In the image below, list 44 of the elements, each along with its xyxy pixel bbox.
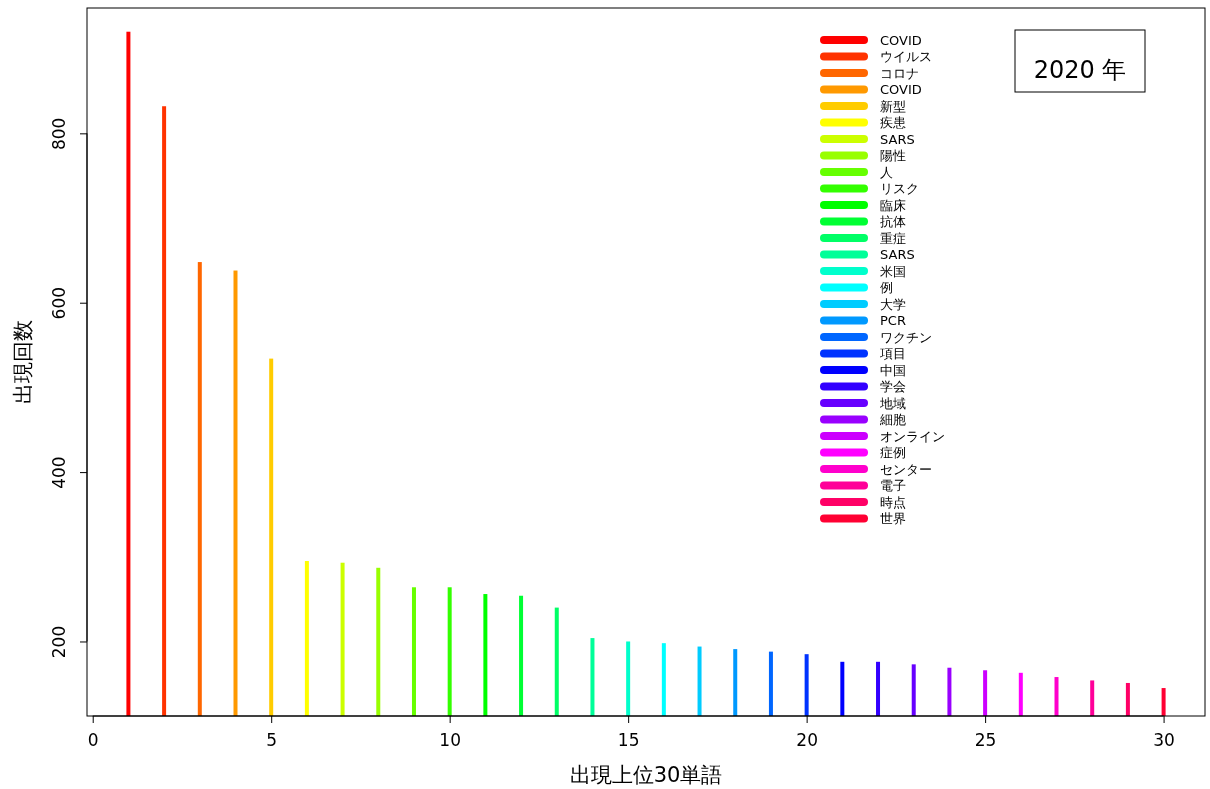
- legend-label: PCR: [880, 313, 906, 329]
- legend-label: センター: [880, 461, 932, 477]
- y-axis-title: 出現回数: [11, 320, 35, 404]
- y-tick-label: 800: [49, 117, 69, 151]
- x-axis-title: 出現上位30単語: [569, 763, 723, 787]
- legend-label: 地域: [879, 395, 906, 411]
- legend-label: 項目: [879, 346, 906, 362]
- x-tick-label: 5: [266, 730, 278, 751]
- y-tick-label: 200: [49, 625, 69, 659]
- legend-label: コロナ: [880, 65, 919, 81]
- legend-label: リスク: [880, 181, 919, 197]
- legend-label: 学会: [880, 379, 906, 395]
- legend-label: 重症: [880, 230, 906, 246]
- x-tick-label: 10: [439, 730, 461, 751]
- x-tick-label: 15: [617, 730, 640, 751]
- legend-label: COVID: [880, 32, 922, 48]
- legend-label: 抗体: [880, 214, 906, 230]
- legend-label: 臨床: [880, 197, 906, 213]
- legend-label: 大学: [880, 296, 906, 312]
- legend-label: 電子: [880, 478, 906, 494]
- y-tick-label: 400: [49, 456, 69, 489]
- legend-label: 時点: [880, 494, 906, 510]
- legend-label: オンライン: [880, 428, 945, 444]
- legend-label: 新型: [880, 98, 906, 114]
- legend-label: SARS: [880, 247, 915, 263]
- legend-label: ワクチン: [880, 329, 932, 345]
- y-tick-label: 600: [49, 286, 69, 320]
- legend-label: 細胞: [879, 412, 906, 428]
- annotation: 2020 年: [1033, 56, 1127, 84]
- legend-label: 陽性: [880, 148, 906, 164]
- x-tick-label: 30: [1153, 730, 1175, 751]
- legend-label: 疾患: [880, 115, 906, 131]
- legend-label: 人: [880, 164, 893, 180]
- legend-label: 世界: [880, 511, 906, 527]
- legend-label: ウイルス: [880, 49, 932, 65]
- legend-label: 症例: [880, 445, 906, 461]
- x-tick-label: 0: [87, 730, 99, 751]
- legend-label: 中国: [880, 362, 906, 378]
- legend-label: 例: [880, 280, 893, 296]
- x-tick-label: 25: [974, 730, 997, 751]
- legend-label: SARS: [880, 131, 915, 147]
- legend-label: 米国: [880, 263, 906, 279]
- x-tick-label: 20: [796, 730, 818, 751]
- legend-label: COVID: [880, 82, 922, 98]
